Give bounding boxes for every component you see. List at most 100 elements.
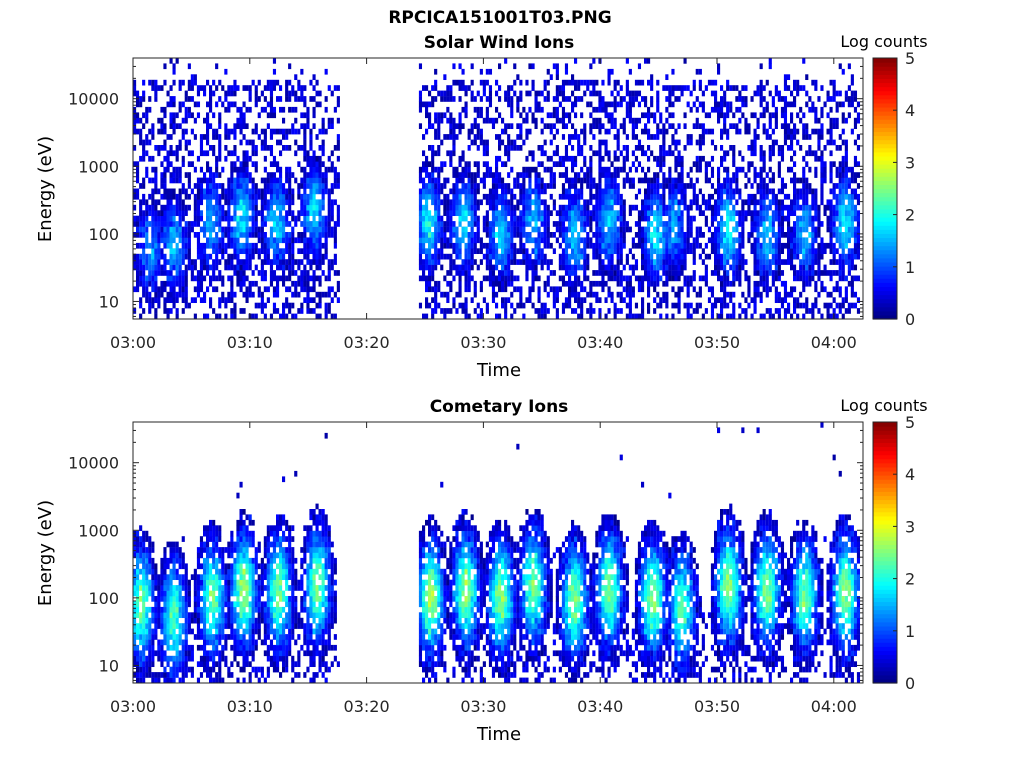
- heatmap-cell: [528, 150, 532, 157]
- heatmap-cell: [251, 161, 255, 168]
- heatmap-cell: [300, 275, 304, 282]
- heatmap-cell: [303, 139, 307, 146]
- heatmap-cell: [142, 145, 146, 151]
- heatmap-cell: [780, 145, 785, 151]
- heatmap-cell: [668, 188, 672, 195]
- heatmap-cell: [148, 302, 152, 309]
- heatmap-cell: [136, 128, 140, 135]
- heatmap-cell: [777, 204, 781, 211]
- heatmap-cell: [592, 85, 596, 91]
- heatmap-cell: [583, 161, 587, 168]
- heatmap-cell: [610, 177, 614, 184]
- heatmap-cell: [510, 188, 514, 195]
- heatmap-cell: [510, 248, 514, 255]
- heatmap-cell: [528, 183, 532, 189]
- heatmap-cell: [151, 210, 155, 217]
- heatmap-cell: [160, 280, 164, 287]
- heatmap-cell: [662, 232, 666, 238]
- heatmap-cell: [206, 188, 210, 195]
- heatmap-cell: [196, 90, 201, 97]
- heatmap-cell: [504, 232, 508, 238]
- heatmap-cell: [151, 128, 155, 135]
- heatmap-cell: [303, 286, 307, 293]
- heatmap-cell: [178, 259, 182, 265]
- heatmap-cell: [601, 221, 605, 227]
- heatmap-cell: [154, 248, 158, 255]
- heatmap-cell: [227, 259, 231, 265]
- heatmap-cell: [199, 275, 204, 282]
- heatmap-cell: [449, 117, 453, 124]
- heatmap-cell: [336, 134, 340, 140]
- heatmap-cell: [294, 221, 298, 227]
- heatmap-cell: [555, 150, 559, 157]
- heatmap-cell: [601, 237, 605, 244]
- heatmap-cell: [187, 264, 191, 271]
- heatmap-cell: [312, 123, 316, 130]
- heatmap-cell: [166, 150, 170, 157]
- heatmap-cell: [318, 166, 322, 173]
- heatmap-cell: [434, 96, 438, 102]
- heatmap-cell: [726, 302, 730, 309]
- heatmap-cell: [644, 259, 648, 265]
- heatmap-cell: [513, 226, 517, 233]
- heatmap-cell: [710, 242, 715, 249]
- heatmap-cell: [631, 183, 635, 189]
- heatmap-cell: [263, 313, 267, 320]
- heatmap-cell: [251, 128, 255, 135]
- heatmap-cell: [166, 210, 170, 217]
- heatmap-cell: [324, 291, 328, 298]
- heatmap-cell: [136, 221, 140, 227]
- heatmap-cell: [257, 232, 261, 238]
- heatmap-cell: [574, 264, 578, 271]
- heatmap-cell: [574, 226, 578, 233]
- heatmap-cell: [698, 253, 702, 260]
- heatmap-cell: [175, 242, 179, 249]
- heatmap-cell: [142, 242, 146, 249]
- heatmap-cell: [142, 248, 146, 255]
- heatmap-cell: [187, 302, 191, 309]
- heatmap-cell: [519, 297, 523, 304]
- heatmap-cell: [495, 172, 499, 178]
- heatmap-cell: [215, 232, 219, 238]
- heatmap-cell: [336, 139, 340, 146]
- heatmap-cell: [723, 188, 727, 195]
- heatmap-cell: [285, 286, 289, 293]
- heatmap-cell: [607, 275, 611, 282]
- heatmap-cell: [248, 286, 252, 293]
- heatmap-cell: [647, 253, 651, 260]
- heatmap-cell: [443, 275, 447, 282]
- heatmap-cell: [604, 199, 608, 206]
- heatmap-cell: [625, 286, 629, 293]
- heatmap-cell: [659, 199, 663, 206]
- heatmap-cell: [607, 248, 611, 255]
- heatmap-cell: [321, 128, 325, 135]
- heatmap-cell: [321, 204, 325, 211]
- heatmap-cell: [561, 259, 566, 265]
- heatmap-cell: [263, 128, 267, 135]
- heatmap-cell: [558, 172, 562, 178]
- heatmap-cell: [522, 221, 526, 227]
- heatmap-cell: [482, 226, 486, 233]
- heatmap-cell: [431, 199, 435, 206]
- heatmap-cell: [476, 90, 480, 97]
- heatmap-cell: [175, 232, 179, 238]
- heatmap-cell: [461, 270, 465, 276]
- heatmap-cell: [269, 90, 274, 97]
- heatmap-cell: [175, 193, 179, 200]
- heatmap-cell: [145, 166, 149, 173]
- heatmap-cell: [787, 242, 791, 249]
- heatmap-cell: [796, 302, 800, 309]
- heatmap-cell: [519, 291, 523, 298]
- heatmap-cell: [641, 242, 645, 249]
- heatmap-cell: [291, 85, 295, 91]
- heatmap-cell: [650, 232, 654, 238]
- heatmap-cell: [780, 188, 785, 195]
- heatmap-cell: [634, 166, 639, 173]
- heatmap-cell: [251, 280, 255, 287]
- heatmap-cell: [744, 215, 748, 222]
- heatmap-cell: [783, 259, 788, 265]
- heatmap-cell: [498, 85, 502, 91]
- heatmap-cell: [458, 63, 462, 70]
- heatmap-cell: [315, 221, 319, 227]
- heatmap-cell: [148, 177, 152, 184]
